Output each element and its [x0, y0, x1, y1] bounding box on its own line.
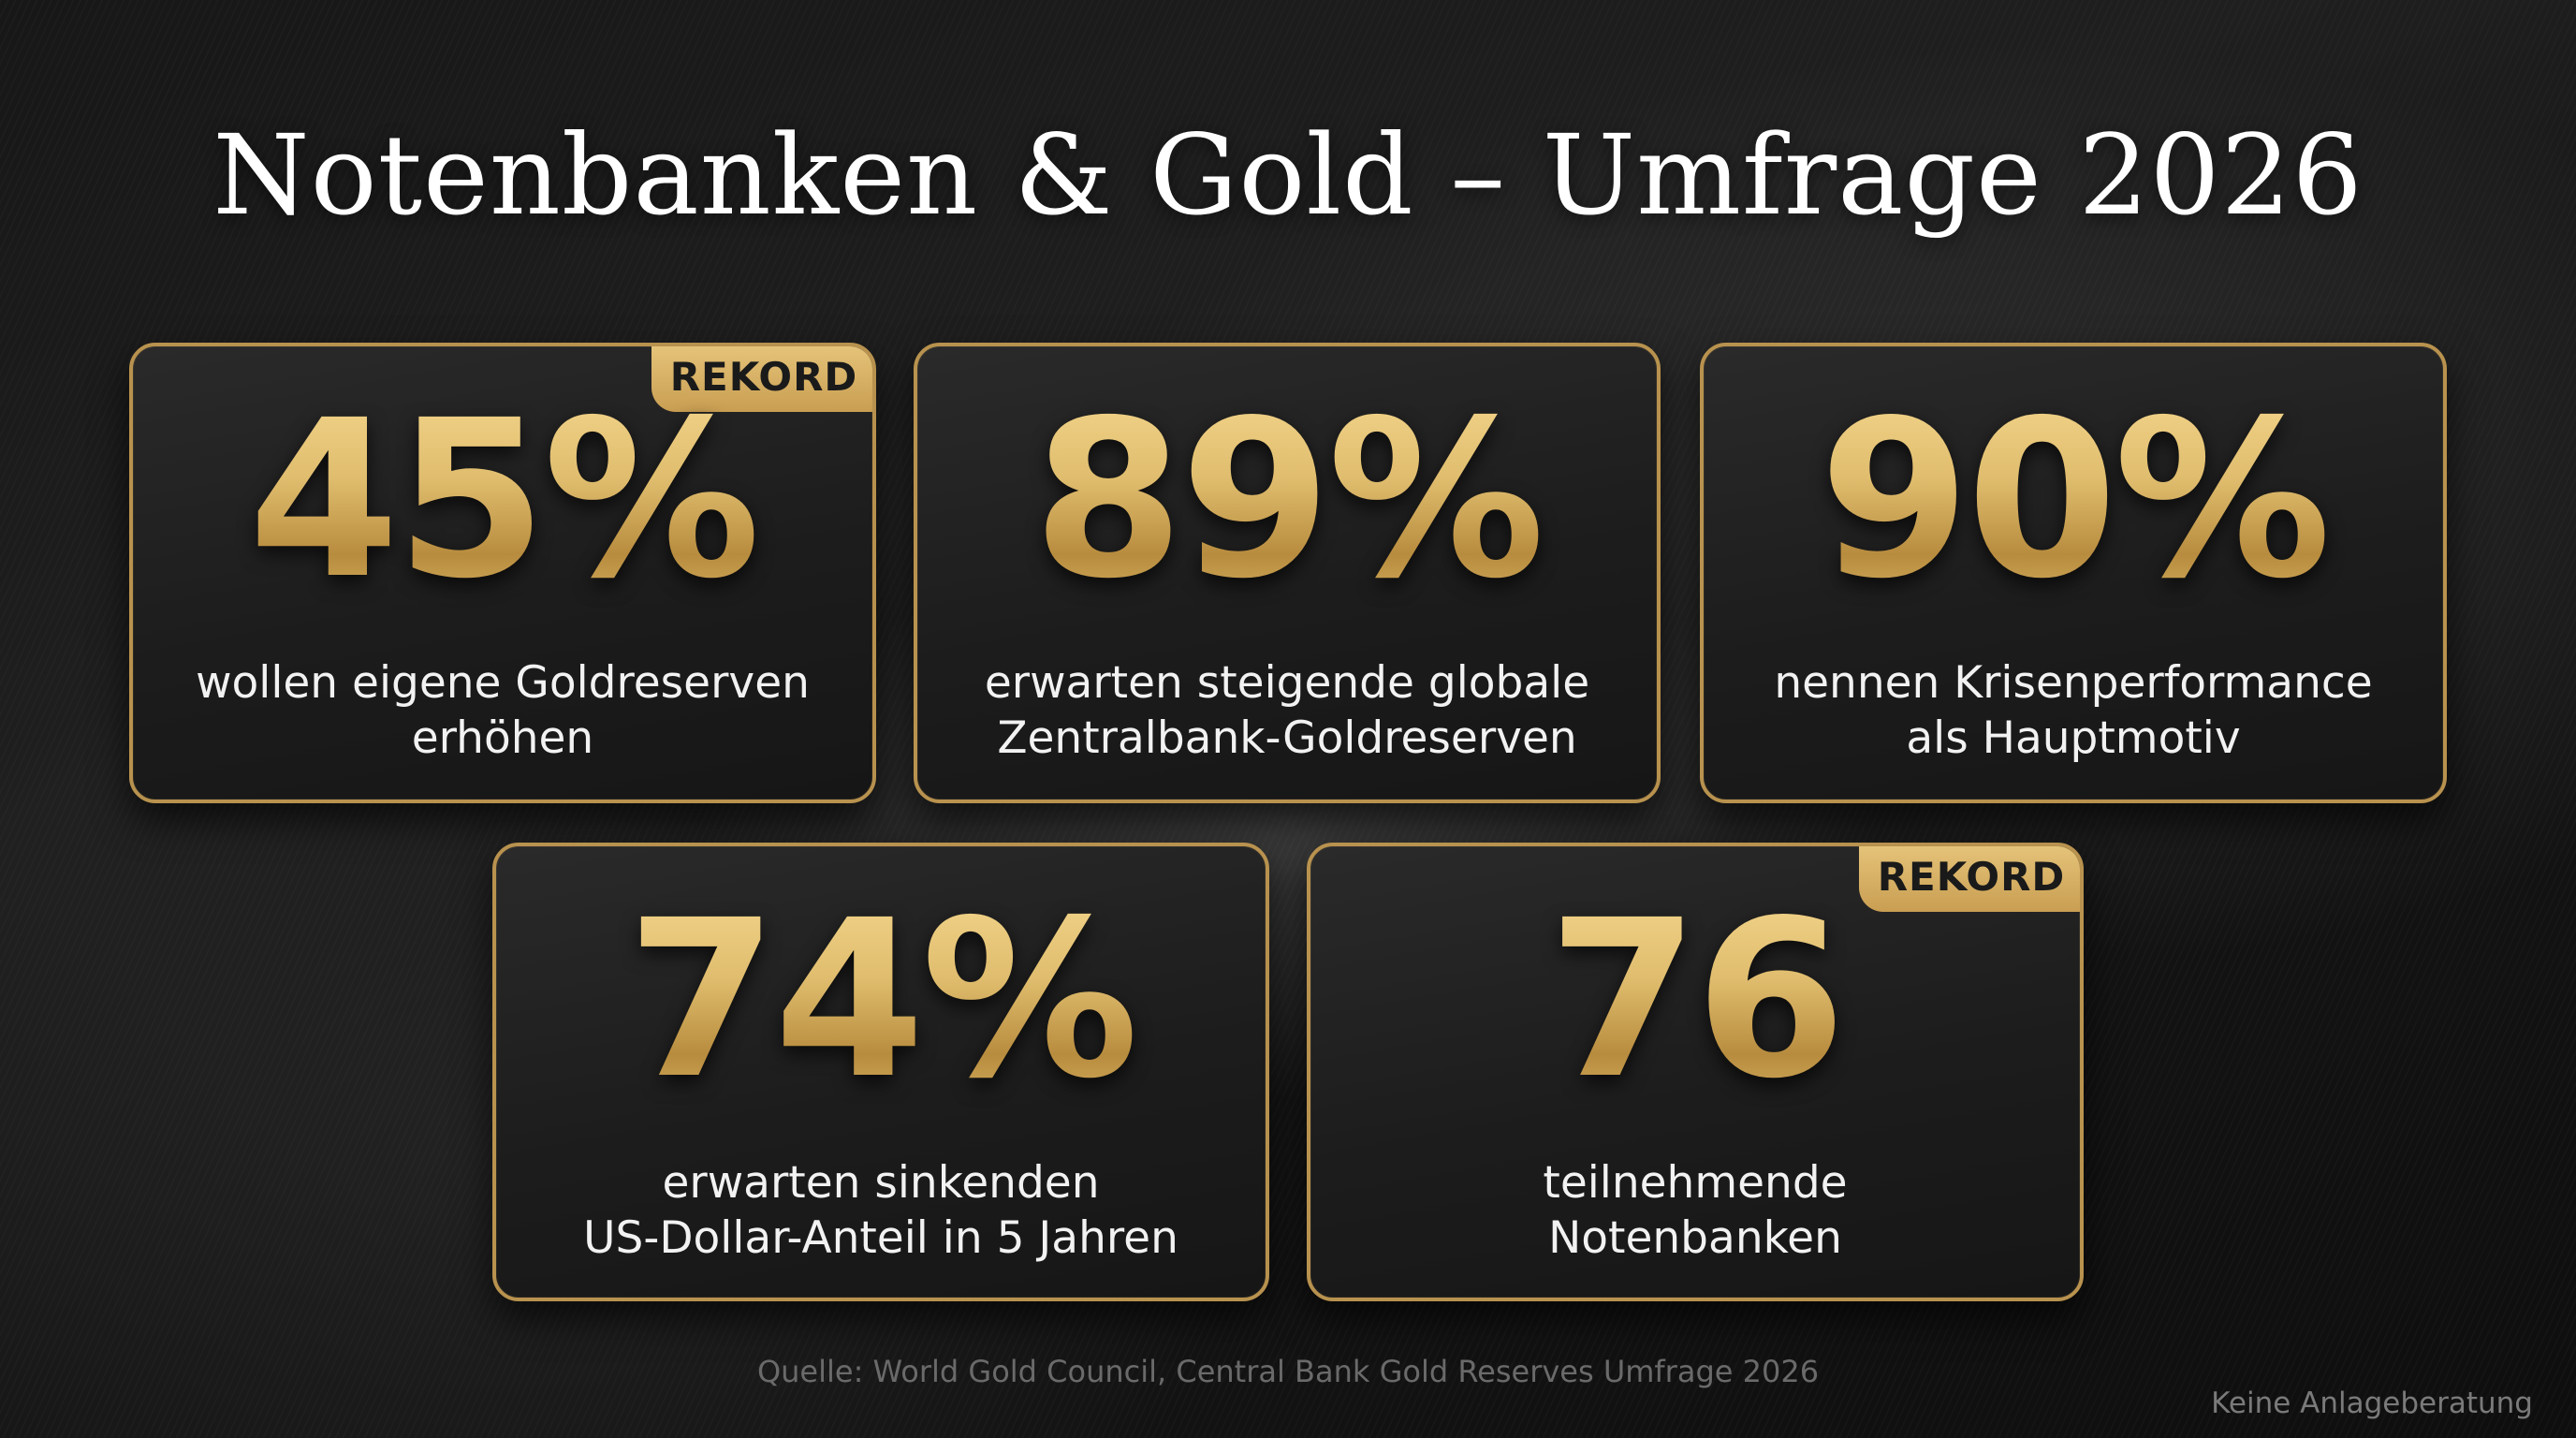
stat-card-us-dollar-anteil: 74% erwarten sinkenden US-Dollar-Anteil …	[492, 843, 1269, 1301]
stat-label-line: Zentralbank-Goldreserven	[997, 712, 1577, 764]
stat-label: nennen Krisenperformance als Hauptmotiv	[1704, 655, 2443, 766]
source-note: Quelle: World Gold Council, Central Bank…	[756, 1354, 1820, 1389]
page-title: Notenbanken & Gold – Umfrage 2026	[212, 110, 2364, 240]
stat-label-line: US-Dollar-Anteil in 5 Jahren	[583, 1212, 1178, 1264]
stat-label-line: erwarten steigende globale	[984, 657, 1590, 709]
stat-card-goldreserven-erhoehen: REKORD 45% wollen eigene Goldreserven er…	[129, 343, 876, 803]
record-badge: REKORD	[1859, 846, 2080, 912]
stat-label-line: erwarten sinkenden	[662, 1157, 1100, 1209]
disclaimer: Keine Anlageberatung	[2211, 1387, 2533, 1420]
stat-value: 76	[1310, 891, 2080, 1108]
stat-label: erwarten steigende globale Zentralbank-G…	[917, 655, 1657, 766]
stat-card-teilnehmende-notenbanken: REKORD 76 teilnehmende Notenbanken	[1307, 843, 2084, 1301]
stat-card-steigende-reserven: 89% erwarten steigende globale Zentralba…	[914, 343, 1661, 803]
stat-label-line: als Hauptmotiv	[1906, 712, 2241, 764]
stat-label-line: nennen Krisenperformance	[1774, 657, 2373, 709]
stat-label-line: erhöhen	[411, 712, 594, 764]
stat-label: teilnehmende Notenbanken	[1310, 1155, 2080, 1266]
stat-label: erwarten sinkenden US-Dollar-Anteil in 5…	[496, 1155, 1266, 1266]
stat-label-line: Notenbanken	[1548, 1212, 1842, 1264]
stat-value: 89%	[917, 391, 1657, 609]
stat-value: 90%	[1704, 391, 2443, 609]
stat-label: wollen eigene Goldreserven erhöhen	[133, 655, 872, 766]
stat-card-krisenperformance: 90% nennen Krisenperformance als Hauptmo…	[1700, 343, 2447, 803]
stat-label-line: wollen eigene Goldreserven	[196, 657, 810, 709]
stat-value: 74%	[496, 891, 1266, 1108]
stat-value: 45%	[133, 391, 872, 609]
stat-label-line: teilnehmende	[1543, 1157, 1848, 1209]
record-badge: REKORD	[651, 346, 872, 412]
